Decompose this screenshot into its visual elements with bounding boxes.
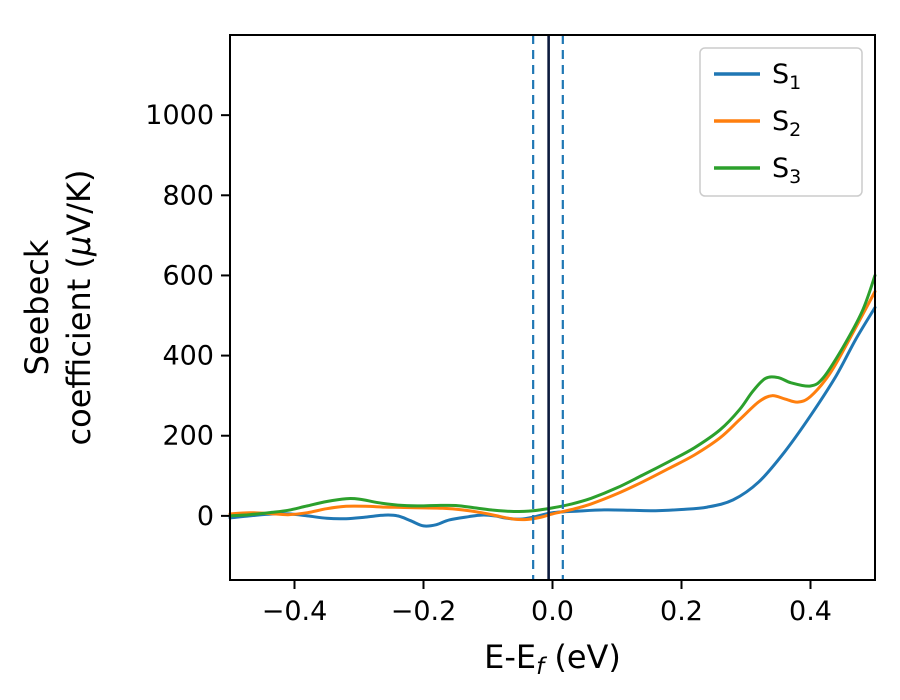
y-axis-tick-label: 0 — [197, 501, 214, 532]
legend-box — [699, 47, 863, 197]
y-axis-tick-label: 1000 — [145, 100, 214, 131]
y-axis-tick-label: 200 — [162, 421, 214, 452]
legend-label-S1: S1 — [772, 59, 801, 94]
y-axis-label-line1: Seebeck — [18, 239, 56, 375]
legend: S1 S2 S3 — [699, 47, 863, 197]
y-axis-tick-label: 600 — [162, 260, 214, 291]
legend-label-S3: S3 — [772, 153, 801, 188]
y-axis-tick-label: 800 — [162, 180, 214, 211]
x-axis-tick-label: −0.4 — [262, 596, 328, 627]
x-axis-tick-label: 0.2 — [660, 596, 703, 627]
x-axis-tick-label: 0.0 — [531, 596, 574, 627]
x-axis-label: E-Ef (eV) — [484, 638, 621, 680]
series-line-S2 — [228, 290, 877, 522]
legend-label-S2: S2 — [772, 106, 801, 141]
x-axis-tick-label: 0.4 — [789, 596, 832, 627]
y-axis-tick-label: 400 — [162, 341, 214, 372]
x-axis-tick-label: −0.2 — [391, 596, 457, 627]
y-axis-label-line2: coefficient (μV/K) — [60, 170, 98, 446]
series-line-S3 — [228, 273, 877, 518]
